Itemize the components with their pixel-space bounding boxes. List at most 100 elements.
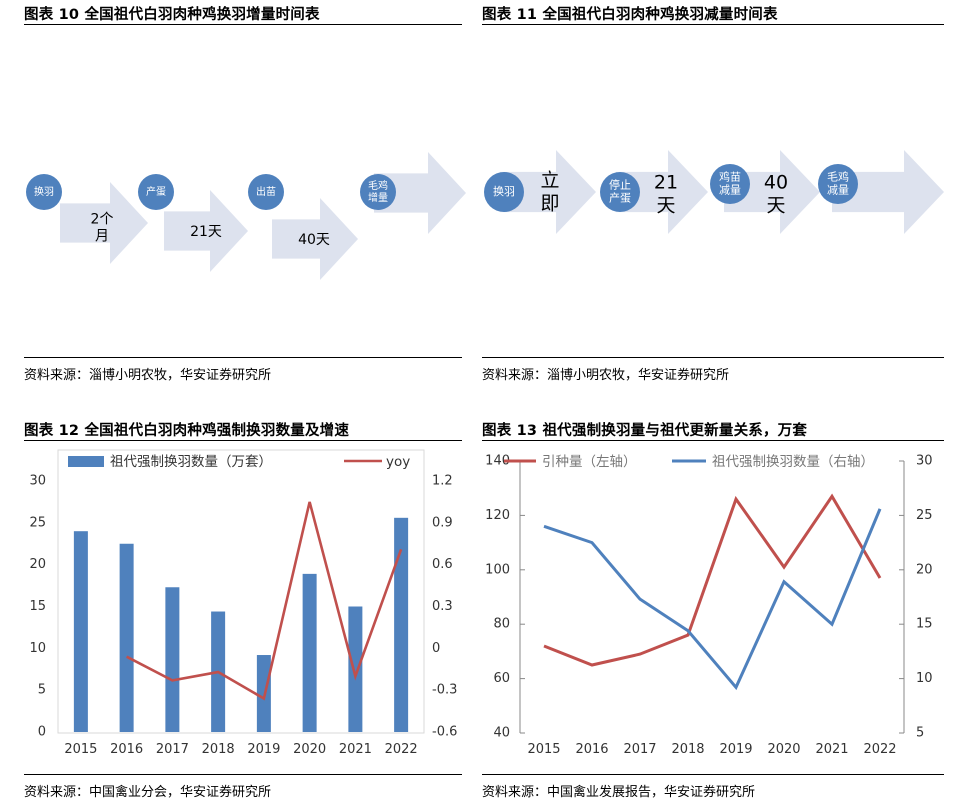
flow-arrow — [724, 150, 820, 234]
legend-label-red: 引种量（左轴） — [542, 454, 637, 470]
fig13-chart: 40 60 80 100 120 140 5 10 15 20 25 30 2015 2016 2017 20… — [485, 454, 933, 758]
duration-label: 40天 — [298, 232, 330, 248]
y-tick-label: 60 — [493, 671, 510, 686]
fig13-top-rule — [482, 440, 944, 441]
bar — [302, 573, 317, 732]
flow-arrow — [374, 152, 466, 234]
y-tick-label: 25 — [29, 515, 46, 530]
y2-tick-label: 1.2 — [432, 474, 453, 489]
fig11-diagram: 换羽 停止产蛋 鸡苗减量 毛鸡减量 立即 21 天 40 天 — [484, 150, 944, 234]
fig13-bottom-rule — [482, 774, 944, 775]
y-tick-label: 80 — [493, 617, 510, 632]
step-label: 出苗 — [256, 185, 276, 198]
fig13-source: 资料来源：中国禽业发展报告，华安证券研究所 — [482, 785, 756, 800]
bar — [394, 517, 409, 732]
step-label: 停止产蛋 — [609, 178, 631, 205]
x-tick-label: 2022 — [863, 742, 896, 757]
fig12-top-rule — [24, 440, 462, 441]
y-tick-label: 15 — [29, 599, 46, 614]
fig12-bottom-rule — [24, 774, 462, 775]
legend-label-blue: 祖代强制换羽数量（右轴） — [712, 454, 874, 470]
y2-tick-label: 20 — [916, 562, 933, 577]
flow-arrow — [272, 198, 358, 280]
legend-label-bar: 祖代强制换羽数量（万套） — [110, 454, 272, 470]
y2-tick-label: -0.3 — [432, 683, 457, 698]
y2-tick-label: 0.6 — [432, 557, 453, 572]
y2-tick-label: -0.6 — [432, 725, 457, 740]
x-tick-label: 2021 — [815, 742, 848, 757]
x-tick-label: 2021 — [339, 742, 372, 757]
bar — [119, 543, 134, 732]
y2-tick-label: 25 — [916, 508, 933, 523]
x-tick-label: 2016 — [110, 742, 143, 757]
y2-tick-label: 0.3 — [432, 599, 453, 614]
bar — [165, 587, 180, 732]
plot-area-frame — [57, 449, 425, 734]
x-tick-label: 2018 — [671, 742, 704, 757]
x-tick-label: 2017 — [623, 742, 656, 757]
y-tick-label: 10 — [29, 641, 46, 656]
step-label: 换羽 — [34, 185, 54, 198]
y2-tick-label: 30 — [916, 454, 933, 469]
fig12-source: 资料来源：中国禽业分会，华安证券研究所 — [24, 785, 272, 800]
y-tick-label: 100 — [485, 562, 510, 577]
y2-tick-label: 10 — [916, 671, 933, 686]
fig10-source: 资料来源：淄博小明农牧，华安证券研究所 — [24, 368, 272, 383]
series-line-introduction — [543, 493, 882, 667]
x-tick-label: 2020 — [767, 742, 800, 757]
duration-label: 21天 — [190, 224, 222, 240]
fig12-chart: 0 5 10 15 20 25 30 -0.6 -0.3 0 0.3 0.6 0.9 1.2 2015 201… — [29, 449, 457, 757]
flow-arrow — [164, 190, 248, 272]
series-line-yoy — [126, 501, 403, 701]
fig13-title: 图表 13 祖代强制换羽量与祖代更新量关系，万套 — [482, 423, 808, 439]
flow-arrow — [500, 150, 596, 234]
fig11-top-rule — [482, 24, 944, 25]
step-circle — [248, 174, 284, 210]
x-tick-label: 2019 — [247, 742, 280, 757]
y-tick-label: 30 — [29, 474, 46, 489]
flow-arrow — [616, 150, 708, 234]
bar — [348, 606, 363, 732]
step-circle — [818, 164, 858, 204]
duration-label: 立即 — [540, 169, 559, 214]
step-circle — [710, 164, 750, 204]
fig11-title: 图表 11 全国祖代白羽肉种鸡换羽减量时间表 — [482, 7, 778, 23]
legend-swatch-bar — [68, 456, 104, 467]
step-label: 毛鸡减量 — [827, 170, 849, 197]
fig11-source: 资料来源：淄博小明农牧，华安证券研究所 — [482, 368, 730, 383]
x-tick-label: 2020 — [293, 742, 326, 757]
step-circle — [600, 172, 640, 212]
y2-tick-label: 0 — [432, 641, 440, 656]
x-tick-label: 2022 — [385, 742, 418, 757]
y-tick-label: 0 — [38, 725, 46, 740]
legend-label-line: yoy — [386, 454, 410, 470]
x-tick-label: 2018 — [202, 742, 235, 757]
y2-tick-label: 5 — [916, 726, 924, 741]
x-tick-label: 2016 — [575, 742, 608, 757]
bar — [73, 531, 88, 732]
y-tick-label: 120 — [485, 508, 510, 523]
y2-tick-label: 0.9 — [432, 515, 453, 530]
y-tick-label: 140 — [485, 454, 510, 469]
x-tick-label: 2015 — [64, 742, 97, 757]
step-label: 毛鸡增量 — [368, 179, 388, 204]
x-tick-label: 2015 — [527, 742, 560, 757]
step-label: 鸡苗减量 — [719, 170, 741, 197]
fig10-bottom-rule — [24, 357, 462, 358]
duration-label: 2个月 — [91, 212, 114, 245]
step-circle — [138, 174, 174, 210]
fig10-top-rule — [24, 24, 462, 25]
fig12-title: 图表 12 全国祖代白羽肉种鸡强制换羽数量及增速 — [24, 423, 350, 439]
flow-arrow — [60, 182, 148, 264]
fig11-bottom-rule — [482, 357, 944, 358]
step-label: 产蛋 — [146, 185, 166, 198]
step-label: 换羽 — [493, 184, 515, 198]
y-tick-label: 20 — [29, 557, 46, 572]
series-line-molting — [543, 508, 882, 691]
step-circle — [360, 174, 396, 210]
fig10-title: 图表 10 全国祖代白羽肉种鸡换羽增量时间表 — [24, 7, 320, 23]
x-tick-label: 2017 — [156, 742, 189, 757]
step-circle — [484, 172, 524, 212]
